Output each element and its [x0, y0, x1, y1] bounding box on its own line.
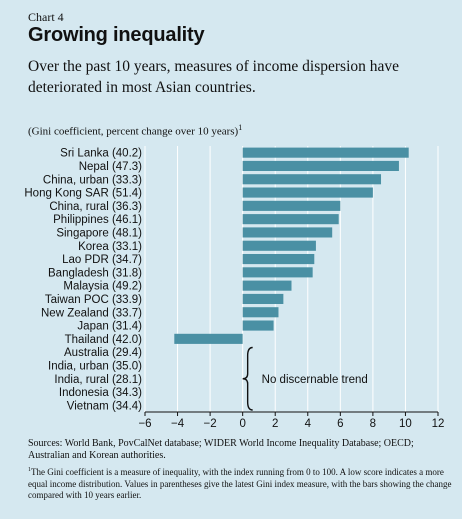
x-tick-label: −2 — [204, 418, 217, 430]
bar — [174, 333, 243, 344]
category-label: Thailand (42.0) — [65, 334, 143, 346]
bar — [242, 253, 315, 265]
bars — [174, 147, 409, 344]
bar — [242, 200, 341, 211]
bar — [242, 307, 279, 318]
x-tick-label: 2 — [272, 418, 278, 430]
bar — [242, 214, 339, 225]
footnote-mark: 1 — [28, 467, 31, 473]
category-label: India, rural (28.1) — [54, 374, 142, 386]
category-label: Hong Kong SAR (51.4) — [24, 188, 142, 200]
category-label: China, rural (36.3) — [49, 201, 142, 213]
category-label: Singapore (48.1) — [56, 227, 142, 239]
category-label: Lao PDR (34.7) — [62, 254, 142, 266]
footnote-text: The Gini coefficient is a measure of ine… — [28, 467, 452, 500]
footnote: 1The Gini coefficient is a measure of in… — [28, 465, 453, 502]
bar — [242, 160, 399, 172]
bar — [242, 280, 292, 291]
x-tick-label: 8 — [370, 418, 376, 430]
category-label: Taiwan POC (33.9) — [45, 294, 142, 306]
chart-number: Chart 4 — [28, 10, 64, 24]
bar — [242, 293, 284, 305]
x-tick-label: 4 — [305, 418, 312, 430]
x-axis: −6 −4 −2 0 2 4 6 8 10 12 — [138, 411, 445, 430]
annotation-text: No discernable trend — [262, 374, 368, 386]
category-label: India, urban (35.0) — [48, 360, 142, 372]
bar — [242, 147, 409, 158]
category-label: Indonesia (34.3) — [59, 387, 142, 399]
bar — [242, 227, 333, 238]
unit-footnote-mark: 1 — [238, 123, 243, 132]
unit-label: (Gini coefficient, percent change over 1… — [28, 123, 242, 138]
category-label: Korea (33.1) — [78, 241, 142, 253]
category-label: Sri Lanka (40.2) — [60, 148, 142, 160]
bar — [242, 320, 274, 331]
annotation: No discernable trend — [242, 346, 368, 411]
source-note: Sources: World Bank, PovCalNet database;… — [28, 438, 414, 461]
unit-label-text: (Gini coefficient, percent change over 1… — [28, 125, 239, 138]
category-label: Bangladesh (31.8) — [48, 267, 142, 279]
x-tick-label: 6 — [337, 418, 343, 430]
plot-area — [145, 146, 438, 412]
brace — [242, 346, 253, 411]
x-tick-label: 10 — [399, 418, 412, 430]
bar — [242, 174, 382, 185]
grid-lines — [144, 146, 439, 412]
x-tick-label: 0 — [239, 418, 245, 430]
x-tick-label: −4 — [171, 418, 185, 430]
chart-subtitle: Over the past 10 years, measures of inco… — [28, 58, 400, 96]
bar — [242, 240, 316, 251]
bar — [242, 187, 373, 198]
bar — [242, 267, 313, 278]
category-label: Japan (31.4) — [77, 321, 142, 333]
category-label: New Zealand (33.7) — [41, 307, 142, 319]
category-labels: Sri Lanka (40.2)Nepal (47.3)China, urban… — [24, 148, 142, 413]
category-label: Nepal (47.3) — [79, 161, 142, 173]
x-tick-label: −6 — [138, 418, 151, 430]
x-tick-label: 12 — [432, 418, 445, 430]
category-label: Australia (29.4) — [64, 347, 142, 359]
category-label: Vietnam (34.4) — [67, 400, 142, 412]
chart-title: Growing inequality — [28, 24, 205, 46]
category-label: Malaysia (49.2) — [63, 281, 142, 293]
category-label: China, urban (33.3) — [43, 174, 142, 186]
category-label: Philippines (46.1) — [53, 214, 142, 226]
